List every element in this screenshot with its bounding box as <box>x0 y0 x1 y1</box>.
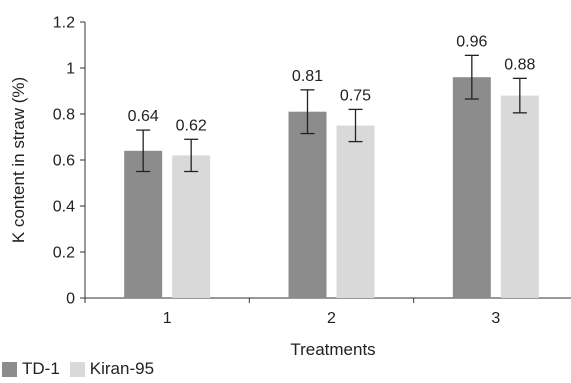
bar <box>288 111 327 298</box>
legend: TD-1 Kiran-95 <box>2 358 164 380</box>
bar <box>452 77 491 298</box>
legend-swatch-td1 <box>2 361 17 377</box>
bar <box>172 155 211 298</box>
bar <box>336 125 375 298</box>
x-tick-label: 1 <box>163 310 172 327</box>
bars <box>124 77 539 298</box>
y-tick-label: 0.4 <box>53 199 75 216</box>
x-tick-label: 2 <box>327 310 336 327</box>
y-axis-title: K content in straw (%) <box>9 77 28 243</box>
x-axis: 1 2 3 <box>84 297 571 327</box>
legend-label-td1: TD-1 <box>22 359 60 378</box>
y-tick-label: 1 <box>66 61 75 78</box>
data-label: 0.88 <box>504 56 535 73</box>
legend-label-kiran95: Kiran-95 <box>89 359 155 378</box>
x-axis-title: Treatments <box>290 340 375 359</box>
y-tick-label: 0.8 <box>53 107 75 124</box>
error-bars <box>136 54 527 173</box>
data-label: 0.64 <box>128 108 159 125</box>
y-tick-label: 0.2 <box>53 245 75 262</box>
y-tick-label: 1.2 <box>53 15 75 32</box>
legend-item-kiran95: Kiran-95 <box>69 359 155 379</box>
y-axis: 0 0.2 0.4 0.6 0.8 1 1.2 <box>53 15 86 308</box>
data-label: 0.62 <box>176 117 207 134</box>
data-label: 0.81 <box>292 68 323 85</box>
data-labels: 0.64 0.62 0.81 0.75 0.96 0.88 <box>128 33 536 134</box>
x-tick-label: 3 <box>491 310 500 327</box>
data-label: 0.96 <box>456 33 487 50</box>
data-label: 0.75 <box>340 87 371 104</box>
legend-swatch-kiran95 <box>69 361 85 377</box>
y-tick-label: 0 <box>66 291 75 308</box>
y-tick-label: 0.6 <box>53 153 75 170</box>
legend-item-td1: TD-1 <box>2 359 60 379</box>
bar <box>124 150 163 298</box>
bar <box>500 95 539 298</box>
